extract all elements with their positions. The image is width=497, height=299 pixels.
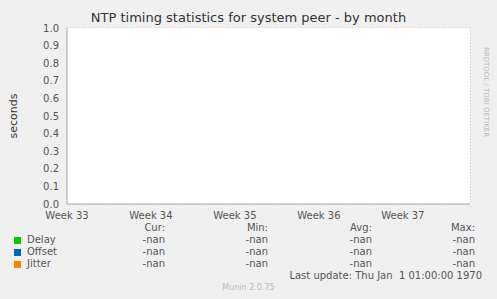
html-text:Max:: Max: (451, 222, 475, 233)
html-text:-nan: -nan (452, 258, 475, 269)
html-text:-nan: -nan (245, 246, 268, 257)
html-text:-nan: -nan (452, 246, 475, 257)
svg-text:0.1: 0.1 (43, 181, 59, 192)
svg-text:0.9: 0.9 (43, 40, 59, 51)
html-text:-nan: -nan (142, 246, 165, 257)
svg-text:Week 35: Week 35 (213, 210, 256, 221)
html-text:Delay: Delay (27, 234, 56, 245)
html-text:seconds: seconds (6, 93, 20, 139)
html-text:-nan: -nan (349, 258, 372, 269)
html-text:Munin 2.0.75: Munin 2.0.75 (222, 283, 275, 292)
svg-text:Week 33: Week 33 (45, 210, 88, 221)
svg-text:0.2: 0.2 (43, 163, 59, 174)
svg-text:0.7: 0.7 (43, 75, 59, 86)
svg-text:0.0: 0.0 (43, 199, 59, 210)
svg-text:Week 34: Week 34 (129, 210, 172, 221)
svg-text:0.5: 0.5 (43, 111, 59, 122)
html-text:RRDTOOL / TOBI OETIKER: RRDTOOL / TOBI OETIKER (482, 46, 490, 138)
html-text:-nan: -nan (349, 246, 372, 257)
svg-text:0.6: 0.6 (43, 93, 59, 104)
html-text:-nan: -nan (142, 258, 165, 269)
html-text:Min:: Min: (246, 222, 268, 233)
svg-text:1.0: 1.0 (43, 23, 59, 34)
html-text:-nan: -nan (349, 234, 372, 245)
svg-text:0.4: 0.4 (43, 128, 59, 139)
html-text:Offset: Offset (27, 246, 57, 257)
svg-text:Week 36: Week 36 (297, 210, 340, 221)
html-text:Avg:: Avg: (350, 222, 372, 233)
html-text:-nan: -nan (452, 234, 475, 245)
svg-text:0.3: 0.3 (43, 146, 59, 157)
svg-text:0.8: 0.8 (43, 58, 59, 69)
html-text:Cur:: Cur: (144, 222, 165, 233)
svg-text:Week 37: Week 37 (381, 210, 424, 221)
html-text:NTP timing statistics for syst: NTP timing statistics for system peer - … (90, 10, 407, 25)
html-text:Last update: Thu Jan 1 01:00:0: Last update: Thu Jan 1 01:00:00 1970 (289, 270, 482, 281)
html-text:-nan: -nan (245, 258, 268, 269)
html-text:-nan: -nan (142, 234, 165, 245)
html-text:Jitter: Jitter (27, 258, 51, 269)
html-text:-nan: -nan (245, 234, 268, 245)
